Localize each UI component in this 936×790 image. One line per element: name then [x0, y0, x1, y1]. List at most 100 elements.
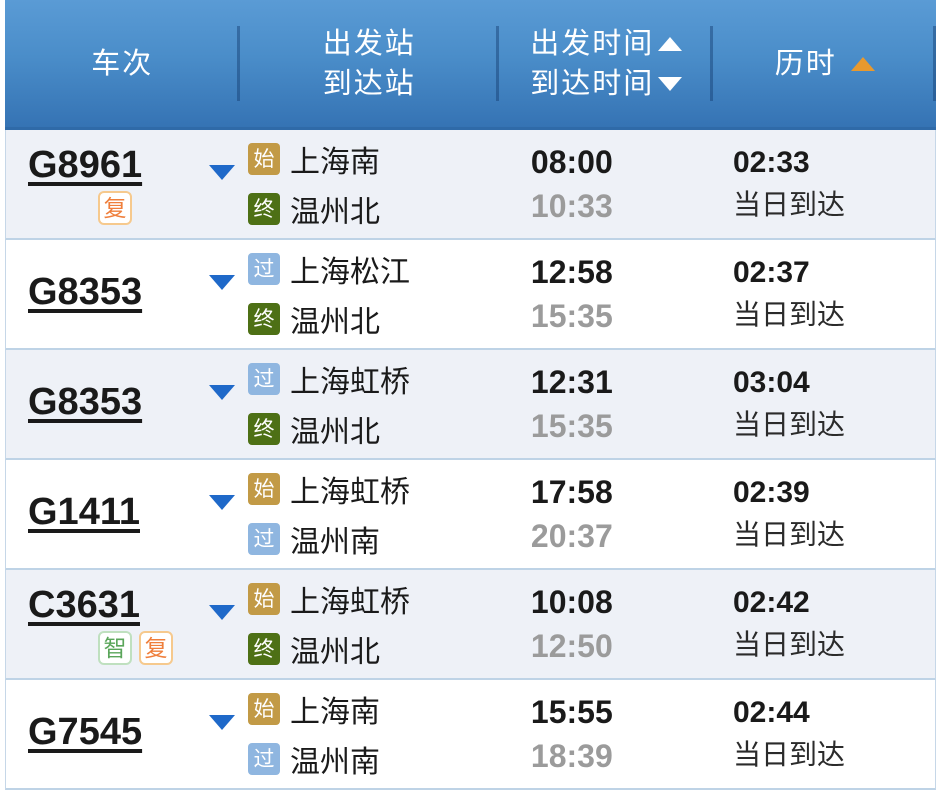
- arrival-time: 10:33: [530, 188, 613, 224]
- cell-stations: 始 上海虹桥 过 温州南: [240, 460, 499, 568]
- departure-time: 15:55: [530, 694, 613, 730]
- departure-station: 过 上海松江: [248, 247, 410, 291]
- arrival-day-note: 当日到达: [732, 408, 845, 441]
- duration-value: 02:39: [732, 476, 810, 509]
- column-header-train-no[interactable]: 车次: [5, 0, 240, 127]
- arrival-station: 过 温州南: [248, 737, 380, 781]
- chevron-down-icon[interactable]: [209, 494, 235, 510]
- triangle-down-icon[interactable]: [658, 76, 683, 91]
- column-header-duration[interactable]: 历时: [713, 0, 936, 127]
- sort-arrival-time[interactable]: 到达时间: [530, 64, 683, 104]
- arrival-time: 12:50: [530, 628, 613, 664]
- arrival-station-name: 温州北: [290, 195, 380, 230]
- departure-time: 12:58: [530, 254, 613, 290]
- header-divider-2: [495, 26, 499, 101]
- column-header-stations[interactable]: 出发站 到达站: [240, 0, 499, 127]
- departure-station-badge-icon: 始: [248, 583, 280, 615]
- arrival-day-note: 当日到达: [732, 628, 845, 661]
- arrival-station-name: 温州北: [290, 305, 380, 340]
- chevron-down-icon[interactable]: [209, 714, 235, 730]
- departure-time: 08:00: [530, 144, 613, 180]
- chevron-down-icon[interactable]: [209, 604, 235, 620]
- train-tag-zhi[interactable]: 智: [98, 631, 132, 665]
- arrival-day-note: 当日到达: [732, 188, 845, 221]
- header-divider-4: [933, 26, 936, 101]
- arrival-day-note: 当日到达: [732, 518, 845, 551]
- arrival-station: 终 温州北: [248, 297, 410, 341]
- chevron-down-icon[interactable]: [209, 274, 235, 290]
- arrival-station: 终 温州北: [248, 627, 410, 671]
- cell-times: 12:58 15:35: [499, 240, 713, 348]
- cell-stations: 始 上海虹桥 终 温州北: [240, 570, 499, 678]
- train-no-link[interactable]: G8353: [28, 271, 143, 313]
- arrival-time: 18:39: [530, 738, 613, 774]
- arrival-station-badge-icon: 终: [248, 303, 280, 335]
- triangle-up-active-icon[interactable]: [850, 56, 875, 71]
- departure-station-name: 上海松江: [290, 255, 410, 290]
- cell-times: 12:31 15:35: [499, 350, 713, 458]
- arrival-station-badge-icon: 终: [248, 633, 280, 665]
- table-row[interactable]: G8353 过 上海松江 终 温州北 12:58 15:3: [5, 240, 936, 350]
- departure-station: 始 上海南: [248, 137, 380, 181]
- train-no-link[interactable]: G7545: [28, 711, 143, 753]
- arrival-time: 15:35: [530, 408, 613, 444]
- arrival-station-badge-icon: 过: [248, 743, 280, 775]
- cell-train-no: G8353: [6, 350, 240, 458]
- train-tag-list: 智复: [28, 631, 173, 665]
- train-no-link[interactable]: G8353: [28, 381, 143, 423]
- train-tag-fu[interactable]: 复: [139, 631, 173, 665]
- train-tag-list: 复: [28, 191, 132, 225]
- table-row[interactable]: C3631 智复 始 上海虹桥 终 温州北 10:08 12: [5, 570, 936, 680]
- sort-departure-time[interactable]: 出发时间: [530, 24, 683, 64]
- sort-duration[interactable]: 历时: [775, 44, 875, 84]
- departure-station-name: 上海虹桥: [290, 585, 410, 620]
- cell-duration: 02:37 当日到达: [713, 240, 935, 348]
- cell-train-no: G7545: [6, 680, 240, 788]
- departure-time: 10:08: [530, 584, 613, 620]
- departure-station: 始 上海虹桥: [248, 577, 410, 621]
- departure-time: 17:58: [530, 474, 613, 510]
- departure-station-badge-icon: 始: [248, 473, 280, 505]
- triangle-up-icon[interactable]: [658, 36, 683, 51]
- cell-train-no: G8353: [6, 240, 240, 348]
- table-row[interactable]: G1411 始 上海虹桥 过 温州南 17:58 20:3: [5, 460, 936, 570]
- arrival-station-badge-icon: 过: [248, 523, 280, 555]
- table-row[interactable]: G8961 复 始 上海南 终 温州北 08:00 10:3: [5, 130, 936, 240]
- column-header-train-no-label: 车次: [91, 47, 154, 80]
- departure-station-name: 上海南: [290, 145, 380, 180]
- cell-duration: 02:33 当日到达: [713, 130, 935, 238]
- train-tag-fu[interactable]: 复: [98, 191, 132, 225]
- train-no-link[interactable]: G8961: [28, 144, 143, 186]
- arrival-station-name: 温州南: [290, 745, 380, 780]
- arrival-station-name: 温州南: [290, 525, 380, 560]
- chevron-down-icon[interactable]: [209, 384, 235, 400]
- departure-station-badge-icon: 过: [248, 253, 280, 285]
- column-header-duration-label: 历时: [774, 47, 837, 80]
- table-row[interactable]: G8353 过 上海虹桥 终 温州北 12:31 15:3: [5, 350, 936, 460]
- departure-station-badge-icon: 始: [248, 693, 280, 725]
- cell-times: 15:55 18:39: [499, 680, 713, 788]
- arrival-station: 终 温州北: [248, 187, 380, 231]
- cell-stations: 始 上海南 过 温州南: [240, 680, 499, 788]
- arrival-station-name: 温州北: [290, 635, 380, 670]
- arrival-station: 终 温州北: [248, 407, 410, 451]
- cell-duration: 02:39 当日到达: [713, 460, 935, 568]
- arrival-time: 15:35: [530, 298, 613, 334]
- header-divider-1: [236, 26, 240, 101]
- cell-train-no: G1411: [6, 460, 240, 568]
- column-header-times[interactable]: 出发时间 到达时间: [499, 0, 714, 127]
- arrival-time: 20:37: [530, 518, 613, 554]
- departure-station-badge-icon: 始: [248, 143, 280, 175]
- train-no-link[interactable]: G1411: [28, 491, 140, 533]
- train-no-link[interactable]: C3631: [28, 584, 140, 626]
- arrival-station-badge-icon: 终: [248, 413, 280, 445]
- duration-value: 02:33: [732, 146, 810, 179]
- duration-value: 02:37: [732, 256, 810, 289]
- table-row[interactable]: G7545 始 上海南 过 温州南 15:55 18:39: [5, 680, 936, 790]
- cell-times: 10:08 12:50: [499, 570, 713, 678]
- duration-value: 02:44: [732, 696, 810, 729]
- departure-time: 12:31: [530, 364, 613, 400]
- chevron-down-icon[interactable]: [209, 164, 235, 180]
- duration-value: 02:42: [732, 586, 810, 619]
- cell-stations: 过 上海虹桥 终 温州北: [240, 350, 499, 458]
